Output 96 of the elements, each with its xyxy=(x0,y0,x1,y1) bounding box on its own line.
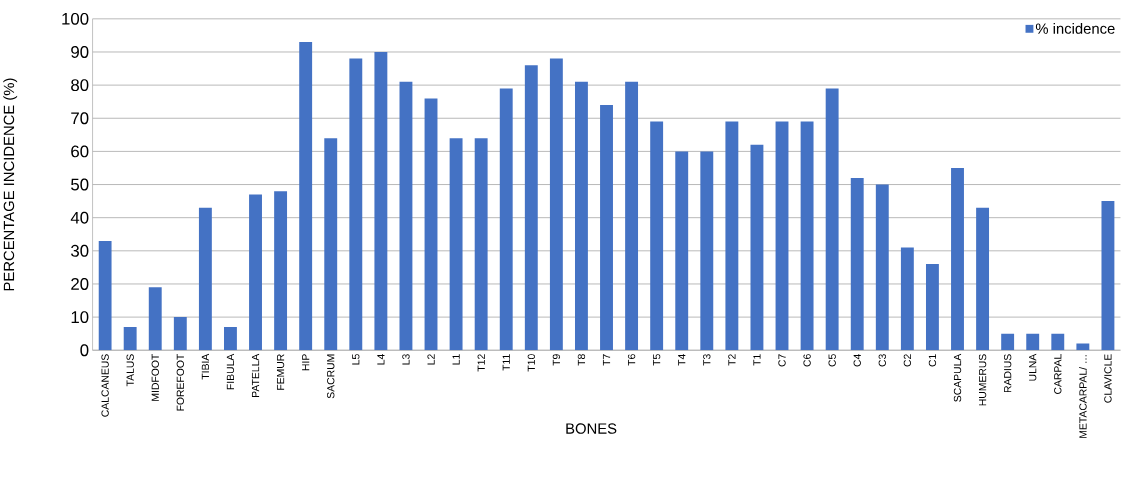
bar xyxy=(324,138,338,351)
bar xyxy=(474,138,488,351)
bar xyxy=(825,88,839,351)
bar xyxy=(224,326,237,351)
bar xyxy=(951,167,964,351)
bar xyxy=(600,104,613,351)
y-tick-label: 40 xyxy=(70,211,89,224)
x-tick-label: METACARPAL/ … xyxy=(1079,355,1087,438)
x-tick-label: T3 xyxy=(703,354,711,366)
bar xyxy=(1026,333,1040,351)
bar xyxy=(675,151,689,351)
bar xyxy=(349,58,363,351)
x-tick-label: TIBIA xyxy=(201,353,209,380)
y-tick-label: 80 xyxy=(71,79,89,92)
x-tick-label: C1 xyxy=(928,354,937,367)
x-tick-label: HIP xyxy=(302,354,310,371)
x-tick-label: T9 xyxy=(552,354,561,366)
bar xyxy=(274,191,288,351)
bar xyxy=(449,138,463,351)
x-tick-label: CARPAL xyxy=(1054,354,1062,394)
x-tick-label: T8 xyxy=(577,354,586,366)
y-tick-label: 50 xyxy=(71,178,89,191)
bar xyxy=(374,51,388,351)
bar xyxy=(148,287,162,351)
bar xyxy=(925,264,939,351)
x-tick-label: C7 xyxy=(778,354,786,367)
bar xyxy=(1051,333,1065,351)
bar xyxy=(875,184,889,351)
x-tick-label: T10 xyxy=(527,354,535,372)
bar xyxy=(574,81,588,351)
bar xyxy=(800,121,814,351)
x-tick-label: SACRUM xyxy=(327,354,335,399)
x-tick-label: C4 xyxy=(853,353,861,367)
x-tick-label: RADIUS xyxy=(1003,354,1012,393)
x-tick-label: T6 xyxy=(627,354,636,366)
x-tick-label: T12 xyxy=(477,354,485,372)
bar xyxy=(299,41,313,351)
x-tick-label: ULNA xyxy=(1029,353,1037,381)
y-axis-title: PERCENTAGE INCIDENCE (%) xyxy=(3,78,18,291)
bar xyxy=(173,317,187,351)
x-tick-label: T11 xyxy=(502,354,510,371)
x-tick-label: T2 xyxy=(728,354,736,366)
x-tick-label: L3 xyxy=(402,354,410,365)
bar xyxy=(549,58,563,351)
bar xyxy=(424,98,438,351)
bar xyxy=(750,144,764,351)
bar xyxy=(976,207,990,351)
bar xyxy=(850,177,864,351)
x-tick-label: MIDFOOT xyxy=(151,353,159,401)
x-tick-label: T7 xyxy=(602,354,611,366)
x-tick-label: C3 xyxy=(878,354,886,367)
bar xyxy=(900,247,914,351)
y-tick-label: 0 xyxy=(80,344,89,357)
y-tick-label: 60 xyxy=(71,145,89,158)
x-tick-label: FOREFOOT xyxy=(176,353,184,411)
x-tick-label: T5 xyxy=(653,354,661,366)
bar xyxy=(650,121,664,351)
y-tick-label: 90 xyxy=(71,45,89,58)
x-axis-title: BONES xyxy=(566,423,617,434)
bar xyxy=(1101,201,1115,351)
bar xyxy=(625,81,639,351)
bar xyxy=(499,88,513,351)
x-tick-label: L2 xyxy=(427,354,435,365)
bar xyxy=(198,207,212,351)
bar xyxy=(399,81,413,351)
bar xyxy=(1076,343,1090,351)
bar xyxy=(700,151,714,351)
bar xyxy=(98,240,112,351)
x-tick-label: T1 xyxy=(753,354,761,366)
y-tick-label: 70 xyxy=(71,112,89,125)
x-tick-label: FIBULA xyxy=(226,353,235,390)
x-tick-label: HUMERUS xyxy=(978,354,987,406)
x-tick-label: T4 xyxy=(678,353,686,366)
y-tick-label: 30 xyxy=(71,244,89,257)
bar xyxy=(249,194,262,351)
bar xyxy=(775,121,789,351)
y-tick-label: 20 xyxy=(71,277,89,290)
x-tick-label: C2 xyxy=(903,354,912,367)
x-tick-label: FEMUR xyxy=(276,354,285,390)
x-tick-label: CLAVICLE xyxy=(1104,354,1112,403)
bar xyxy=(1001,333,1015,351)
bar xyxy=(123,326,137,351)
y-tick-label: 100 xyxy=(62,12,89,25)
bar xyxy=(524,65,538,351)
bar xyxy=(725,121,739,351)
x-tick-label: SCAPULA xyxy=(953,353,962,402)
x-tick-label: C6 xyxy=(803,354,811,367)
x-tick-label: PATELLA xyxy=(251,353,260,397)
x-tick-label: L5 xyxy=(352,354,360,365)
x-tick-label: L4 xyxy=(377,353,385,365)
legend-label: % incidence xyxy=(1035,22,1115,34)
x-tick-label: CALCANEUS xyxy=(101,354,109,417)
x-tick-label: C5 xyxy=(828,354,836,367)
x-tick-label: L1 xyxy=(452,354,460,365)
y-tick-label: 10 xyxy=(71,311,89,323)
x-tick-label: TALUS xyxy=(126,354,134,387)
